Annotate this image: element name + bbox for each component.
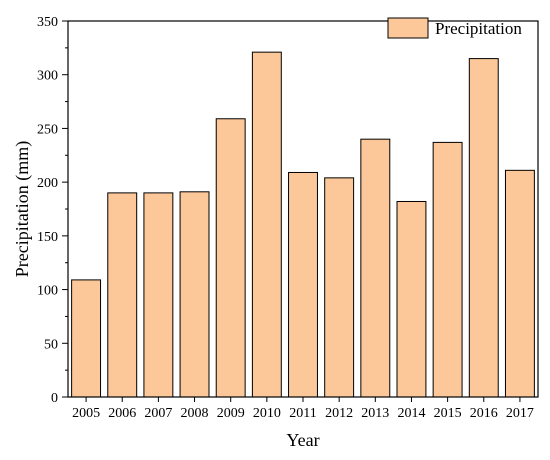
y-tick-label: 300: [37, 69, 58, 84]
legend: Precipitation: [387, 17, 522, 39]
y-axis-title: Precipitation (mm): [12, 141, 33, 277]
bar-2006: [107, 192, 138, 398]
bar-2008: [179, 191, 210, 398]
x-tick-label-2015: 2015: [434, 406, 462, 421]
y-tick-label: 250: [37, 122, 58, 137]
x-tick-label-2005: 2005: [72, 406, 100, 421]
x-tick-label-2013: 2013: [361, 406, 389, 421]
bar-2016: [468, 58, 499, 398]
x-tick-label-2007: 2007: [144, 406, 172, 421]
x-tick-label-2016: 2016: [470, 406, 498, 421]
bars-layer: [71, 51, 535, 398]
legend-label: Precipitation: [435, 19, 522, 38]
bar-2013: [360, 138, 391, 398]
bar-2009: [215, 118, 246, 398]
bar-2017: [504, 169, 535, 398]
bar-2005: [71, 279, 102, 398]
y-tick-label: 50: [44, 337, 58, 352]
bar-2015: [432, 141, 463, 398]
x-tick-label-2010: 2010: [253, 406, 281, 421]
x-tick-label-2011: 2011: [289, 406, 316, 421]
y-axis-ticks: 0 50 100 150 200 250 300 350: [37, 15, 68, 406]
x-tick-label-2017: 2017: [506, 406, 534, 421]
legend-swatch: [387, 17, 429, 39]
x-axis-ticks: 2005 2006 2007 2008 2009 2010 2011 2012 2013 2014…: [72, 397, 534, 421]
bar-2012: [324, 177, 355, 398]
x-tick-label-2006: 2006: [108, 406, 136, 421]
y-tick-label: 0: [51, 391, 58, 406]
bar-2014: [396, 200, 427, 398]
bar-2010: [251, 51, 282, 398]
bar-2011: [288, 171, 318, 398]
y-tick-label: 100: [37, 284, 58, 299]
x-tick-label-2008: 2008: [181, 406, 209, 421]
x-tick-label-2014: 2014: [397, 406, 425, 421]
bar-2007: [143, 192, 174, 398]
y-tick-label: 350: [37, 15, 58, 30]
x-tick-label-2012: 2012: [325, 406, 353, 421]
y-tick-label: 150: [37, 230, 58, 245]
x-axis-title: Year: [286, 430, 319, 450]
y-tick-label: 200: [37, 176, 58, 191]
x-tick-label-2009: 2009: [217, 406, 245, 421]
